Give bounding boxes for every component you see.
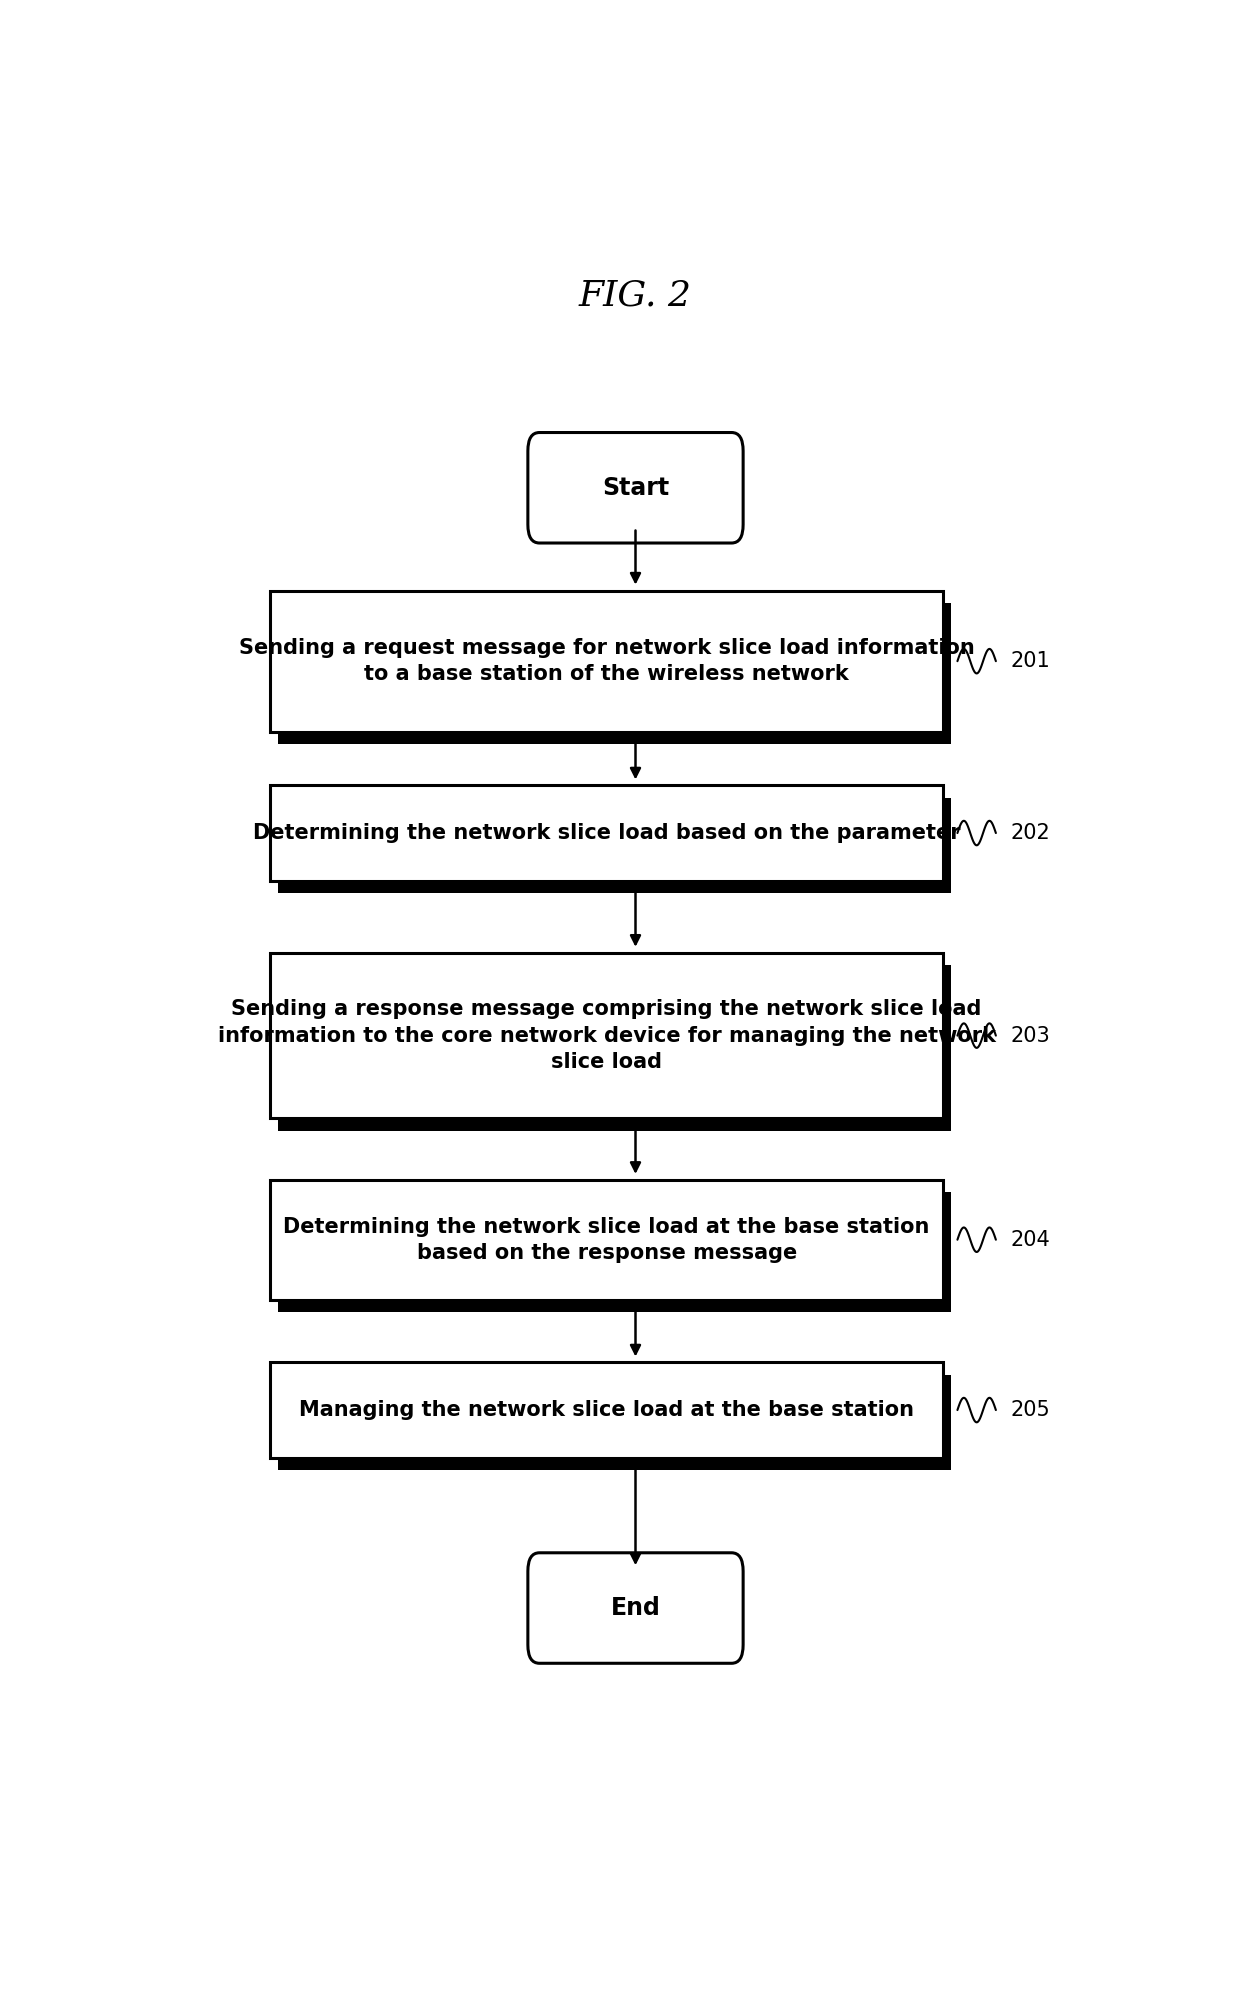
- Bar: [270, 1363, 942, 1457]
- Bar: [270, 953, 942, 1118]
- Text: Sending a response message comprising the network slice load
information to the : Sending a response message comprising th…: [218, 998, 996, 1072]
- Text: Determining the network slice load at the base station
based on the response mes: Determining the network slice load at th…: [284, 1216, 930, 1264]
- Bar: [278, 1375, 951, 1471]
- Bar: [278, 797, 951, 893]
- Text: Managing the network slice load at the base station: Managing the network slice load at the b…: [299, 1399, 914, 1421]
- Text: 202: 202: [1011, 823, 1050, 843]
- Text: Sending a request message for network slice load information
to a base station o: Sending a request message for network sl…: [239, 638, 975, 684]
- Bar: [547, 462, 739, 536]
- Text: 205: 205: [1011, 1399, 1050, 1421]
- Text: 204: 204: [1011, 1230, 1050, 1250]
- Bar: [270, 590, 942, 731]
- Text: End: End: [610, 1596, 661, 1620]
- Bar: [278, 965, 951, 1130]
- Bar: [278, 1192, 951, 1311]
- Bar: [278, 602, 951, 743]
- Bar: [270, 785, 942, 881]
- Bar: [547, 1584, 739, 1656]
- Bar: [270, 1180, 942, 1299]
- FancyBboxPatch shape: [528, 1553, 743, 1664]
- Text: Determining the network slice load based on the parameter: Determining the network slice load based…: [253, 823, 961, 843]
- FancyBboxPatch shape: [528, 432, 743, 542]
- Text: 201: 201: [1011, 652, 1050, 672]
- Text: Start: Start: [601, 476, 670, 500]
- Text: 203: 203: [1011, 1026, 1050, 1046]
- Text: FIG. 2: FIG. 2: [579, 279, 692, 313]
